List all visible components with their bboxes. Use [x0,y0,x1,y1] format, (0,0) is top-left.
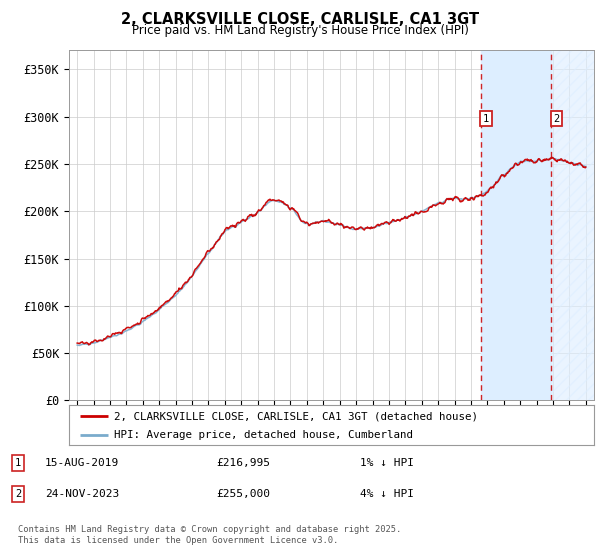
Text: 2: 2 [15,489,21,499]
Text: 15-AUG-2019: 15-AUG-2019 [45,458,119,468]
Text: 1% ↓ HPI: 1% ↓ HPI [360,458,414,468]
Text: HPI: Average price, detached house, Cumberland: HPI: Average price, detached house, Cumb… [113,430,413,440]
Text: £216,995: £216,995 [216,458,270,468]
Text: 24-NOV-2023: 24-NOV-2023 [45,489,119,499]
Text: 4% ↓ HPI: 4% ↓ HPI [360,489,414,499]
Text: 2, CLARKSVILLE CLOSE, CARLISLE, CA1 3GT: 2, CLARKSVILLE CLOSE, CARLISLE, CA1 3GT [121,12,479,27]
Text: £255,000: £255,000 [216,489,270,499]
Bar [551,50,594,400]
Text: 2: 2 [553,114,559,124]
Text: Contains HM Land Registry data © Crown copyright and database right 2025.
This d: Contains HM Land Registry data © Crown c… [18,525,401,545]
Bar [481,50,551,400]
Text: 1: 1 [15,458,21,468]
Text: 1: 1 [483,114,489,124]
Text: 2, CLARKSVILLE CLOSE, CARLISLE, CA1 3GT (detached house): 2, CLARKSVILLE CLOSE, CARLISLE, CA1 3GT … [113,411,478,421]
Text: Price paid vs. HM Land Registry's House Price Index (HPI): Price paid vs. HM Land Registry's House … [131,24,469,37]
